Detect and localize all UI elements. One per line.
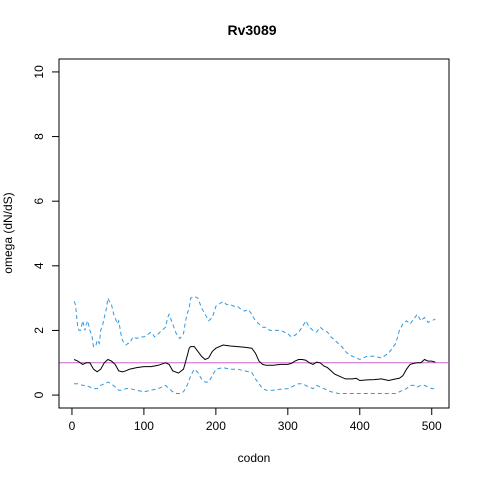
y-tick-label: 0 bbox=[32, 391, 46, 398]
x-tick-label: 300 bbox=[278, 419, 298, 433]
y-tick-label: 6 bbox=[32, 198, 46, 205]
lower-ci-line bbox=[74, 367, 436, 394]
x-tick-label: 100 bbox=[134, 419, 154, 433]
chart-title: Rv3089 bbox=[227, 22, 276, 38]
y-tick-label: 10 bbox=[32, 65, 46, 79]
x-tick-label: 0 bbox=[69, 419, 76, 433]
y-tick-label: 4 bbox=[32, 262, 46, 269]
x-axis-label: codon bbox=[238, 451, 271, 465]
series-layer bbox=[73, 295, 436, 394]
x-axis: 0 100 200 300 400 500 bbox=[69, 407, 442, 433]
plot-frame bbox=[58, 58, 450, 409]
y-axis-label: omega (dN/dS) bbox=[1, 192, 15, 273]
y-tick-label: 8 bbox=[32, 133, 46, 140]
x-tick-label: 500 bbox=[422, 419, 442, 433]
upper-ci-line bbox=[73, 295, 436, 361]
y-tick-label: 2 bbox=[32, 327, 46, 334]
x-tick-label: 200 bbox=[206, 419, 226, 433]
y-axis: 0 2 4 6 8 10 bbox=[32, 65, 60, 398]
x-tick-label: 400 bbox=[350, 419, 370, 433]
omega-estimate-line bbox=[73, 344, 436, 382]
